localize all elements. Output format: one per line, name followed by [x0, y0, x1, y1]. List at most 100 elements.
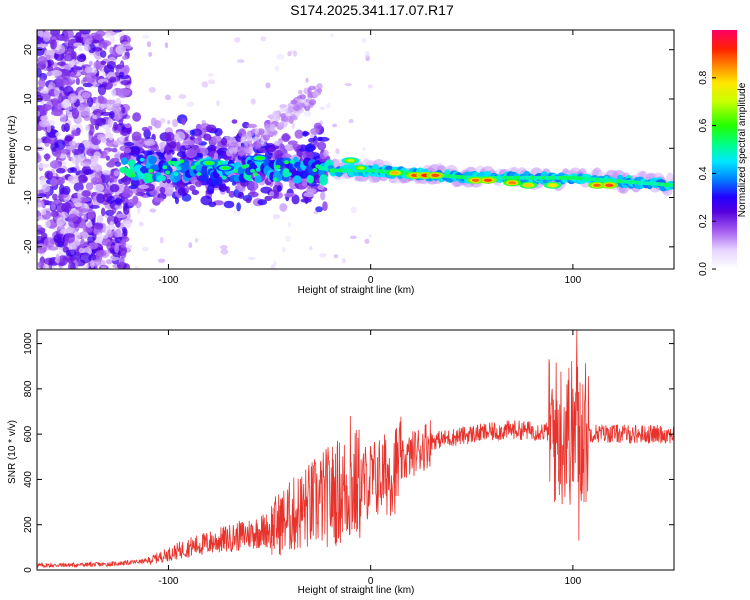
spectrogram-cell	[230, 153, 236, 159]
spectrogram-cell	[319, 253, 327, 258]
spectrogram-cell	[176, 166, 182, 171]
spectrogram-cell	[278, 142, 284, 151]
spectrogram-cell	[361, 146, 366, 151]
spectrogram-cell	[128, 185, 138, 190]
spectrogram-cell	[312, 168, 318, 173]
spectrogram-cell	[303, 192, 315, 198]
snr-x-label: Height of straight line (km)	[298, 585, 415, 596]
spectrogram-cell	[344, 83, 352, 87]
snr-y-ticks: 0 200 400 600 800 1000	[23, 332, 674, 573]
spectrogram-cell	[120, 157, 128, 165]
colorbar-ticks: 0.0 0.2 0.4 0.6 0.8	[698, 70, 716, 276]
spectrogram-cell	[361, 38, 367, 44]
spectrogram-cell	[93, 48, 103, 60]
spectrogram-cell	[115, 45, 126, 55]
spectrogram-cell	[166, 184, 174, 194]
spectrogram-cell	[100, 50, 107, 58]
spectrogram-cell	[119, 88, 132, 95]
spectrogram-cell	[73, 182, 84, 192]
spectrogram-cell	[106, 60, 117, 70]
spectrogram-cell	[317, 184, 325, 191]
spectrogram-cell	[141, 126, 149, 132]
spectrogram-cell	[294, 129, 304, 139]
spectrogram-cell	[148, 168, 154, 173]
spectrogram-cell	[87, 43, 96, 54]
spectrogram-cell	[97, 176, 103, 185]
spectrogram-cell	[162, 165, 168, 170]
spectrogram-cell	[333, 254, 339, 259]
spectrogram-cell	[47, 59, 54, 67]
spectrogram-cell	[44, 219, 51, 229]
spectrogram-cell	[323, 149, 329, 158]
spectrogram-cell	[121, 189, 133, 198]
spectrogram-cell	[116, 64, 123, 70]
spectrogram-cell	[159, 186, 166, 194]
spectrogram-cell	[330, 33, 334, 38]
spectrogram-cell	[197, 153, 203, 158]
spectrogram-cell	[148, 155, 157, 165]
spectrogram-cell	[85, 220, 93, 228]
spectrogram-cell	[593, 183, 602, 187]
spectrogram-cell	[108, 159, 115, 166]
spectrogram-cell	[309, 246, 313, 251]
spectrogram-cell	[136, 171, 142, 176]
spectrogram-cell	[313, 211, 319, 215]
spectrogram-cell	[191, 189, 200, 196]
spectrogram-cell	[38, 78, 46, 89]
spectrogram-y-tick-label: 0	[23, 145, 34, 151]
spectrogram-cell	[132, 112, 142, 122]
spectrogram-cell	[304, 143, 314, 153]
spectrogram-cell	[57, 61, 66, 66]
spectrogram-cell	[165, 144, 170, 155]
spectrogram-cell	[108, 172, 115, 182]
spectrogram-cell	[348, 119, 354, 124]
spectrogram-cell	[55, 147, 62, 159]
spectrogram-cell	[308, 85, 317, 91]
spectrogram-cell	[135, 191, 146, 197]
spectrogram-cell	[44, 138, 52, 144]
spectrogram-cell	[121, 130, 129, 136]
spectrogram-cell	[68, 93, 78, 104]
spectrogram-cell	[153, 120, 162, 129]
spectrogram-cell	[115, 220, 121, 228]
spectrogram-cell	[291, 115, 298, 121]
spectrogram-cell	[190, 175, 198, 185]
spectrogram-cell	[286, 172, 292, 177]
spectrogram-cell	[124, 220, 132, 229]
spectrogram-cell	[62, 99, 71, 108]
spectrogram-cell	[207, 79, 216, 85]
spectrogram-cell	[84, 44, 91, 52]
spectrogram-cell	[136, 207, 141, 215]
spectrogram-cell	[179, 145, 187, 154]
spectrogram-cell	[112, 105, 120, 116]
spectrogram-cell	[114, 161, 122, 167]
spectrogram-cell	[63, 37, 70, 42]
spectrogram-cell	[72, 231, 81, 243]
spectrogram-cell	[68, 140, 77, 147]
spectrogram-cell	[254, 175, 262, 184]
spectrogram-cell	[63, 30, 74, 39]
spectrogram-cell	[67, 213, 79, 223]
spectrogram-cell	[101, 265, 107, 269]
spectrogram-cell	[87, 212, 95, 220]
spectrogram-cell	[156, 175, 167, 182]
spectrogram-cell	[81, 190, 91, 197]
spectrogram-cell	[88, 60, 93, 67]
spectrogram-cell	[196, 171, 202, 176]
spectrogram-cell	[42, 30, 52, 42]
snr-y-tick-label: 600	[23, 425, 34, 442]
spectrogram-cell	[53, 234, 62, 244]
spectrogram-cell	[61, 70, 71, 81]
spectrogram-cell	[131, 173, 137, 178]
spectrogram-cell	[243, 144, 250, 149]
spectrogram-cell	[61, 81, 73, 87]
snr-panel: -100 0 100 0 200 400 600 800 1000 Height of str…	[7, 329, 675, 596]
spectrogram-cell	[120, 238, 126, 249]
spectrogram-cell	[287, 221, 292, 228]
spectrogram-cell	[291, 122, 295, 129]
spectrogram-cell	[548, 183, 557, 187]
spectrogram-cell	[205, 124, 217, 133]
spectrogram-cell	[308, 98, 317, 106]
spectrogram-cell	[70, 167, 78, 173]
